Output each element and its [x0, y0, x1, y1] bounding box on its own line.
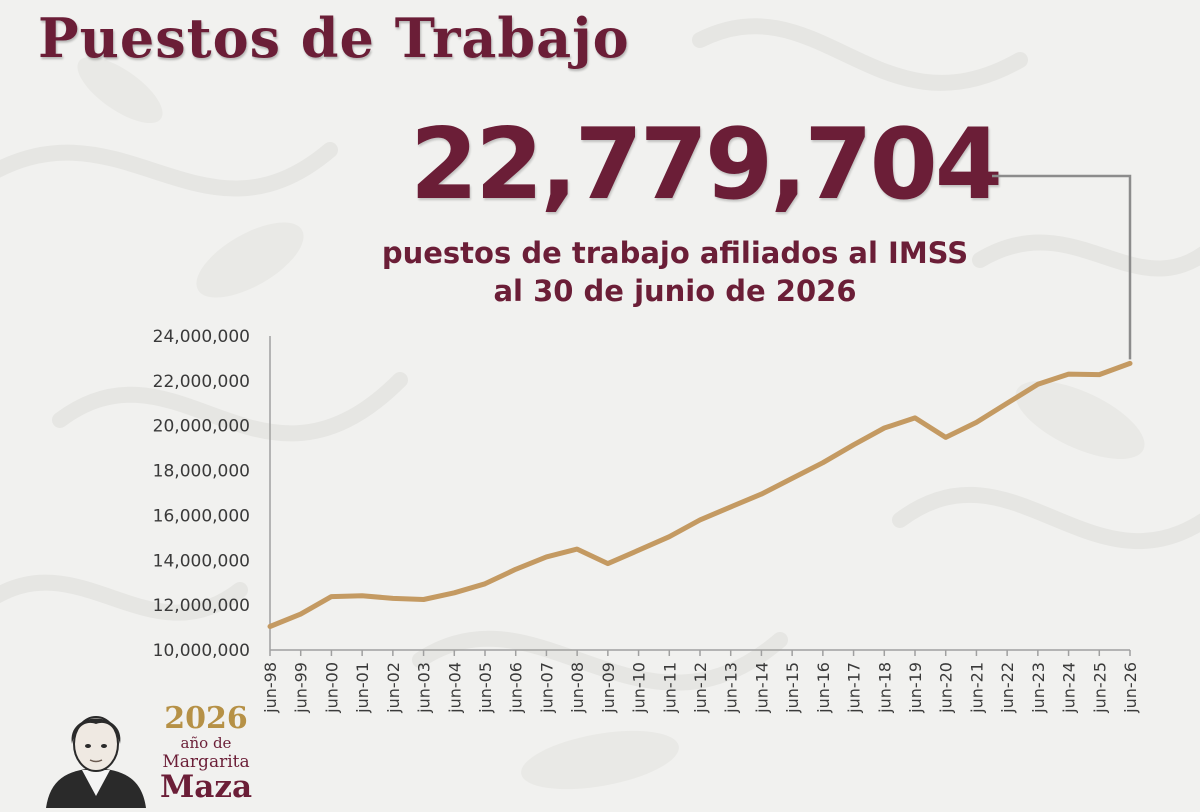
x-tick-label: jun-23	[1029, 662, 1048, 714]
x-tick-label: jun-04	[445, 662, 464, 714]
logo-year: 2026	[164, 701, 248, 736]
y-tick-label: 12,000,000	[153, 596, 250, 616]
x-tick-label: jun-24	[1060, 662, 1079, 714]
x-tick-label: jun-10	[630, 662, 649, 714]
y-tick-label: 20,000,000	[153, 417, 250, 437]
x-tick-label: jun-16	[814, 662, 833, 714]
x-tick-label: jun-06	[507, 662, 526, 714]
headline-number: 22,779,704	[410, 108, 1003, 222]
series-line	[267, 360, 1133, 629]
logo-line-1: año de	[180, 734, 232, 752]
x-tick-label: jun-13	[722, 662, 741, 714]
y-tick-label: 18,000,000	[153, 462, 250, 482]
x-tick-label: jun-98	[261, 662, 280, 714]
x-tick-label: jun-25	[1090, 662, 1109, 714]
x-tick-label: jun-15	[783, 662, 802, 714]
callout-connector-line	[992, 174, 1132, 360]
margarita-maza-logo: 2026 año de Margarita Maza	[36, 700, 256, 810]
y-tick-label: 24,000,000	[153, 327, 250, 347]
x-tick-label: jun-22	[998, 662, 1017, 714]
logo-line-2: Margarita	[162, 752, 250, 772]
x-tick-label: jun-11	[660, 662, 679, 714]
x-tick-label: jun-09	[599, 662, 618, 714]
x-tick-label: jun-02	[384, 662, 403, 714]
page-title: Puestos de Trabajo	[38, 6, 630, 70]
y-tick-label: 14,000,000	[153, 551, 250, 571]
portrait-illustration	[46, 716, 146, 808]
x-tick-label: jun-99	[292, 662, 311, 714]
x-tick-label: jun-14	[752, 662, 771, 714]
logo-line-3: Maza	[159, 769, 253, 805]
subtitle-line-2: al 30 de junio de 2026	[493, 274, 857, 308]
subtitle-line-1: puestos de trabajo afiliados al IMSS	[381, 236, 969, 270]
x-tick-label: jun-01	[353, 662, 372, 714]
x-tick-label: jun-05	[476, 662, 495, 714]
x-tick-label: jun-18	[875, 662, 894, 714]
y-tick-label: 22,000,000	[153, 372, 250, 392]
y-tick-label: 16,000,000	[153, 506, 250, 526]
x-tick-label: jun-12	[691, 662, 710, 714]
x-tick-label: jun-20	[937, 662, 956, 714]
x-tick-label: jun-21	[967, 662, 986, 714]
x-tick-label: jun-17	[845, 662, 864, 714]
x-tick-label: jun-26	[1121, 662, 1140, 714]
x-tick-label: jun-07	[537, 662, 556, 714]
x-tick-label: jun-00	[322, 662, 341, 714]
x-tick-label: jun-03	[415, 662, 434, 714]
x-tick-label: jun-08	[568, 662, 587, 714]
x-tick-label: jun-19	[906, 662, 925, 714]
y-tick-label: 10,000,000	[153, 641, 250, 661]
